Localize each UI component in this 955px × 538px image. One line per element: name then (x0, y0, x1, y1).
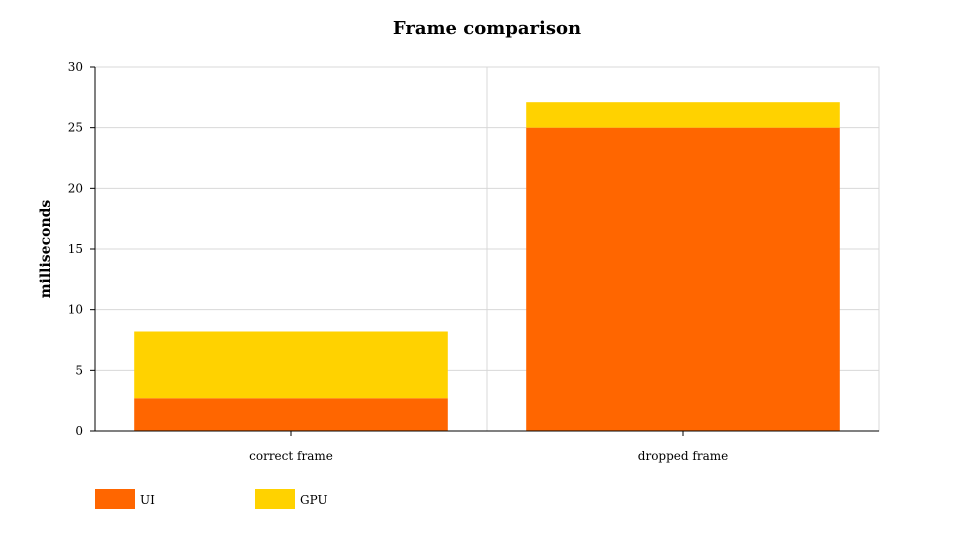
legend-label-gpu: GPU (300, 493, 328, 507)
x-tick-label-1: dropped frame (638, 449, 728, 463)
legend: UI GPU (95, 489, 328, 509)
chart-title: Frame comparison (393, 18, 581, 39)
y-axis-label: milliseconds (38, 200, 54, 299)
bars (134, 102, 840, 432)
bar-gpu-1 (526, 102, 840, 128)
bar-ui-1 (526, 127, 840, 432)
legend-swatch-ui (95, 489, 135, 509)
bar-gpu-0 (134, 331, 448, 399)
y-tick-label-1: 5 (75, 363, 83, 377)
y-tick-label-3: 15 (68, 242, 83, 256)
y-tick-label-6: 30 (68, 60, 83, 74)
y-tick-label-2: 10 (68, 303, 83, 317)
y-tick-label-4: 20 (68, 181, 83, 195)
legend-label-ui: UI (140, 493, 155, 507)
y-tick-label-5: 25 (68, 121, 83, 135)
legend-swatch-gpu (255, 489, 295, 509)
y-tick-label-0: 0 (75, 424, 83, 438)
x-tick-label-0: correct frame (249, 449, 333, 463)
x-ticks: correct frame dropped frame (249, 431, 728, 463)
y-ticks: 0 5 10 15 20 25 30 (68, 60, 95, 438)
bar-ui-0 (134, 398, 448, 431)
